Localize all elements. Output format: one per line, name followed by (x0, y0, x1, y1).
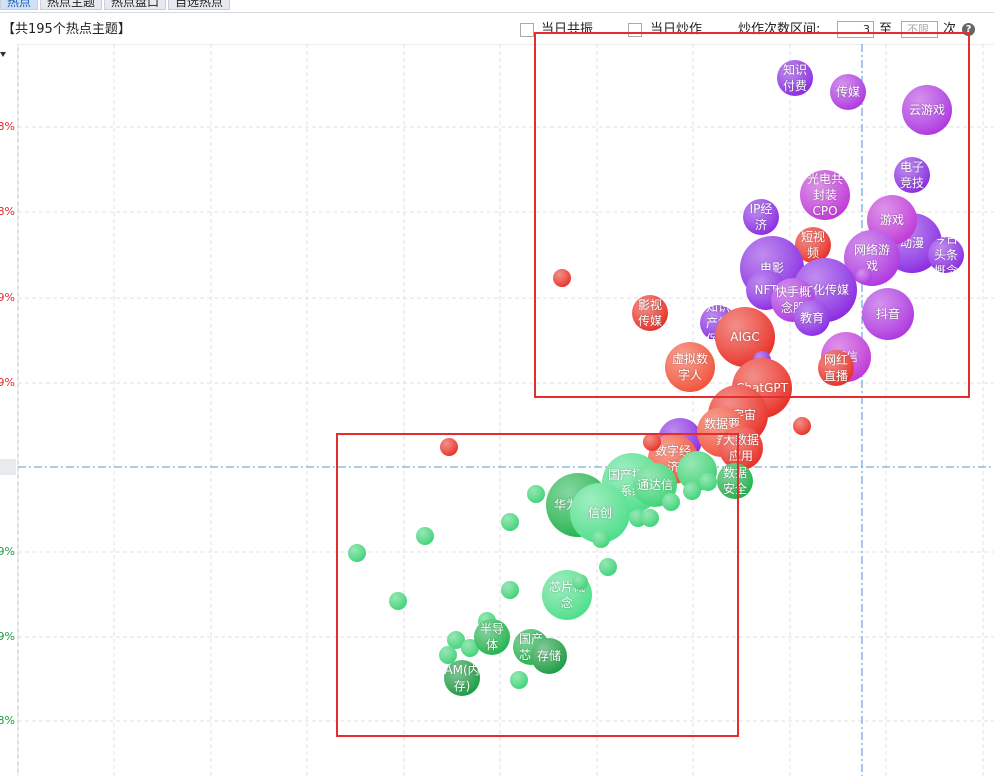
bubble (389, 592, 407, 610)
bubble-label: IP经济 (749, 202, 773, 232)
y-tick-label: 8% (0, 714, 15, 727)
divider (0, 12, 994, 13)
bubble (447, 631, 465, 649)
bubble (416, 527, 434, 545)
bubble (592, 530, 610, 548)
bubble: AM(内存) (444, 660, 480, 696)
tab[interactable]: 自选热点 (168, 0, 231, 10)
bubble: 知识付费 (777, 60, 813, 96)
bubble-label: 大数据应用 (722, 433, 759, 463)
y-tick-label: 9% (0, 291, 15, 304)
bubble: IP经济 (743, 199, 779, 235)
bubble (527, 485, 545, 503)
bubble (510, 671, 528, 689)
bubble (599, 558, 617, 576)
bubble-label: 数据安全 (722, 466, 747, 496)
y-tick-label: 9% (0, 630, 15, 643)
bubble-label: 虚拟数字人 (671, 352, 708, 382)
bubble (662, 493, 680, 511)
bubble-label: 知识付费 (782, 63, 807, 93)
bubble: 影视传媒 (632, 295, 668, 331)
midline-marker (0, 459, 16, 475)
highlight-box (336, 433, 739, 737)
bubble (553, 269, 571, 287)
y-tick-label: 9% (0, 545, 15, 558)
bubble-label: 短视频 (800, 230, 825, 260)
bubble (641, 509, 659, 527)
bubble: 大数据应用 (719, 426, 763, 470)
bubble (699, 473, 717, 491)
bubble (856, 268, 872, 284)
bubble: 抖音 (862, 288, 914, 340)
bubble: 光电共封装CPO (800, 170, 850, 220)
bubble-label: 云游戏 (908, 103, 945, 117)
tab[interactable]: 热点盘口 (104, 0, 167, 10)
checkbox[interactable] (520, 23, 534, 37)
bubble: 电子竞技 (894, 157, 930, 193)
range-from-input[interactable]: 3 (837, 21, 874, 38)
bubble-label: 游戏 (879, 213, 904, 227)
bubble: 数据安全 (717, 463, 753, 499)
bubble (440, 438, 458, 456)
bubble (439, 646, 457, 664)
bubble (348, 544, 366, 562)
bubble: 传媒 (830, 74, 866, 110)
bubble-label: 半导体 (479, 622, 504, 652)
bubble-label: AIGC (730, 330, 760, 344)
bubble: 网红直播 (818, 350, 854, 386)
y-tick-label: 8% (0, 120, 15, 133)
bubble-label: 光电共封装CPO (806, 172, 843, 218)
bubble-label: 网红直播 (823, 353, 848, 383)
bubble: 存储 (531, 638, 567, 674)
bubble-label: 抖音 (875, 307, 900, 321)
y-tick-label: 8% (0, 205, 15, 218)
bubble (643, 433, 661, 451)
bubble-label: 存储 (536, 649, 561, 663)
bubble: 云游戏 (902, 85, 952, 135)
bubble: 虚拟数字人 (665, 342, 715, 392)
bubble (793, 417, 811, 435)
tab[interactable]: 热点 (0, 0, 39, 10)
bubble (572, 574, 588, 590)
bubble-label: AM(内存) (444, 663, 480, 693)
bubble-label: 电子竞技 (899, 160, 924, 190)
bubble-label: 传媒 (835, 85, 860, 99)
tab-bar: 热点 热点主题 热点盘口 自选热点 (0, 0, 231, 10)
topic-count: 【共195个热点主题】 (2, 22, 131, 37)
tab[interactable]: 热点主题 (40, 0, 103, 10)
bubble-label: 影视传媒 (637, 298, 662, 328)
bubble: 今日头条概念 (928, 237, 964, 273)
bubble-label: 通达信 (636, 478, 673, 492)
highlight-box (534, 32, 970, 398)
bubble-label: 教育 (799, 311, 824, 325)
bubble (683, 482, 701, 500)
bubble: 半导体 (474, 619, 510, 655)
bubble (501, 513, 519, 531)
y-tick-label: 9% (0, 376, 15, 389)
bubble (501, 581, 519, 599)
bubble-label: 今日头条概念 (933, 237, 958, 273)
dropdown-arrow[interactable] (0, 52, 6, 57)
bubble-label: 信创 (587, 506, 612, 520)
bubble: 教育 (794, 300, 830, 336)
